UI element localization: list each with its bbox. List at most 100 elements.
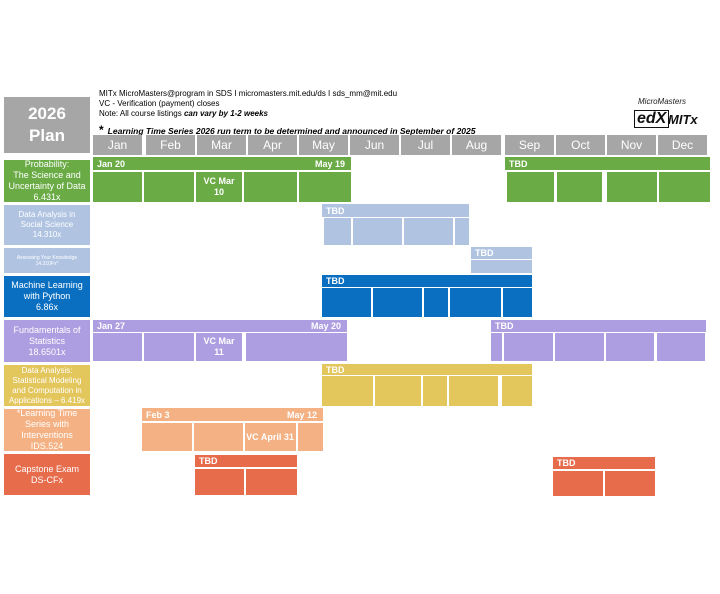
edx-logo: edX xyxy=(634,110,670,128)
time-series-start-date: Feb 3 xyxy=(146,409,170,420)
plan-title: 2026 Plan xyxy=(4,97,90,153)
data-analysis-social-bar: TBD xyxy=(322,204,469,217)
probability-end-date: May 19 xyxy=(314,158,345,169)
data-analysis-social-tbd: TBD xyxy=(326,205,345,216)
probability-cell xyxy=(299,172,351,202)
probability-start-date: Jan 20 xyxy=(97,158,126,169)
note-prefix: Note: All course listings xyxy=(99,109,184,118)
assessing-tbd: TBD xyxy=(475,248,494,258)
month-header-dec: Dec xyxy=(658,135,707,155)
mitx-logo: MITx xyxy=(668,112,698,127)
capstone-session-2-tbd: TBD xyxy=(557,458,576,468)
probability-session-2-bar: TBD xyxy=(505,157,710,170)
data-analysis-social-cell xyxy=(353,218,402,245)
probability-cell xyxy=(557,172,602,202)
fundamentals-cell xyxy=(491,333,502,361)
course-label-machine-learning: Machine Learning with Python 6.86x xyxy=(4,276,90,317)
probability-cell xyxy=(659,172,710,202)
capstone-session-2-cell xyxy=(553,471,603,496)
probability-session-1-bar: Jan 20 May 19 xyxy=(93,157,351,170)
probability-cell xyxy=(244,172,297,202)
probability-cell xyxy=(507,172,554,202)
machine-learning-cell xyxy=(503,288,532,317)
machine-learning-cell xyxy=(322,288,371,317)
fundamentals-cell xyxy=(196,333,242,361)
month-header-mar: Mar xyxy=(197,135,246,155)
note-emphasis: can vary by 1-2 weeks xyxy=(183,109,268,118)
time-series-cell xyxy=(194,423,243,451)
machine-learning-cell xyxy=(373,288,422,317)
data-analysis-social-cell xyxy=(324,218,351,245)
time-series-cell xyxy=(245,423,296,451)
course-label-assessing-knowledge: Assessing Your Knowledge 14.310Fx* xyxy=(4,248,90,273)
micromasters-logo: MicroMasters xyxy=(638,97,687,106)
fundamentals-cell xyxy=(555,333,604,361)
month-header-jul: Jul xyxy=(401,135,450,155)
fundamentals-cell xyxy=(297,333,347,361)
machine-learning-cell xyxy=(424,288,448,317)
capstone-session-1-cell xyxy=(195,469,244,495)
month-header-feb: Feb xyxy=(146,135,195,155)
star-marker: * xyxy=(99,123,104,137)
fundamentals-start-date: Jan 27 xyxy=(97,321,126,331)
probability-session-2-tbd: TBD xyxy=(509,158,528,169)
month-header-nov: Nov xyxy=(607,135,656,155)
course-label-probability: Probability: The Science and Uncertainty… xyxy=(4,159,90,202)
fundamentals-session-1-bar: Jan 27 May 20 xyxy=(93,320,347,332)
data-analysis-stat-cell xyxy=(502,376,532,406)
time-series-cell xyxy=(298,423,323,451)
probability-cell xyxy=(196,172,242,202)
fundamentals-cell xyxy=(246,333,297,361)
time-series-cell xyxy=(142,423,192,451)
note-line: Note: All course listings can vary by 1-… xyxy=(99,109,397,119)
time-series-end-date: May 12 xyxy=(286,409,317,420)
fundamentals-cell xyxy=(144,333,194,361)
plan-title-year: 2026 xyxy=(28,104,66,123)
data-analysis-stat-tbd: TBD xyxy=(326,364,345,375)
month-header-sep: Sep xyxy=(505,135,554,155)
probability-vc-date: VC Mar 10 xyxy=(203,176,235,197)
course-label-data-analysis-social: Data Analysis in Social Science 14.310x xyxy=(4,205,90,245)
month-header-may: May xyxy=(299,135,348,155)
machine-learning-tbd: TBD xyxy=(326,276,345,286)
assessing-bar: TBD xyxy=(471,247,532,259)
course-label-time-series: *Learning Time Series with Interventions… xyxy=(4,408,90,451)
machine-learning-bar: TBD xyxy=(322,275,532,287)
time-series-bar: Feb 3 May 12 xyxy=(142,408,323,421)
fundamentals-vc-date: VC Mar 11 xyxy=(203,336,235,357)
probability-cell xyxy=(144,172,194,202)
month-header-oct: Oct xyxy=(556,135,605,155)
capstone-session-2-cell xyxy=(605,471,655,496)
assessing-cell xyxy=(471,260,532,273)
data-analysis-stat-cell xyxy=(322,376,373,406)
data-analysis-social-cell xyxy=(455,218,469,245)
month-header-aug: Aug xyxy=(452,135,501,155)
fundamentals-cell xyxy=(606,333,654,361)
contact-line: MITx MicroMasters@program in SDS I micro… xyxy=(99,89,398,98)
time-series-note-text: Learning Time Series 2026 run term to be… xyxy=(107,126,476,136)
data-analysis-stat-cell xyxy=(423,376,447,406)
course-label-fundamentals: Fundamentals of Statistics 18.6501x xyxy=(4,320,90,362)
capstone-session-1-bar: TBD xyxy=(195,455,297,467)
machine-learning-cell xyxy=(450,288,501,317)
course-label-capstone: Capstone Exam DS-CFx xyxy=(4,454,90,495)
month-header-apr: Apr xyxy=(248,135,297,155)
data-analysis-stat-bar: TBD xyxy=(322,364,532,375)
time-series-note: * Learning Time Series 2026 run term to b… xyxy=(99,123,475,137)
fundamentals-session-2-tbd: TBD xyxy=(495,321,514,331)
capstone-session-2-bar: TBD xyxy=(553,457,655,469)
data-analysis-stat-cell xyxy=(375,376,421,406)
month-header-jan: Jan xyxy=(93,135,142,155)
header-info: MITx MicroMasters@program in SDS I micro… xyxy=(99,89,397,119)
fundamentals-end-date: May 20 xyxy=(310,321,341,331)
course-label-data-analysis-stat: Data Analysis: Statistical Modeling and … xyxy=(4,365,90,406)
fundamentals-cell xyxy=(657,333,705,361)
month-header-jun: Jun xyxy=(350,135,399,155)
plan-title-word: Plan xyxy=(29,126,65,145)
fundamentals-session-2-bar: TBD xyxy=(491,320,706,332)
data-analysis-social-cell xyxy=(404,218,453,245)
probability-cell xyxy=(93,172,142,202)
capstone-session-1-tbd: TBD xyxy=(199,456,218,466)
fundamentals-cell xyxy=(93,333,142,361)
probability-cell xyxy=(607,172,657,202)
